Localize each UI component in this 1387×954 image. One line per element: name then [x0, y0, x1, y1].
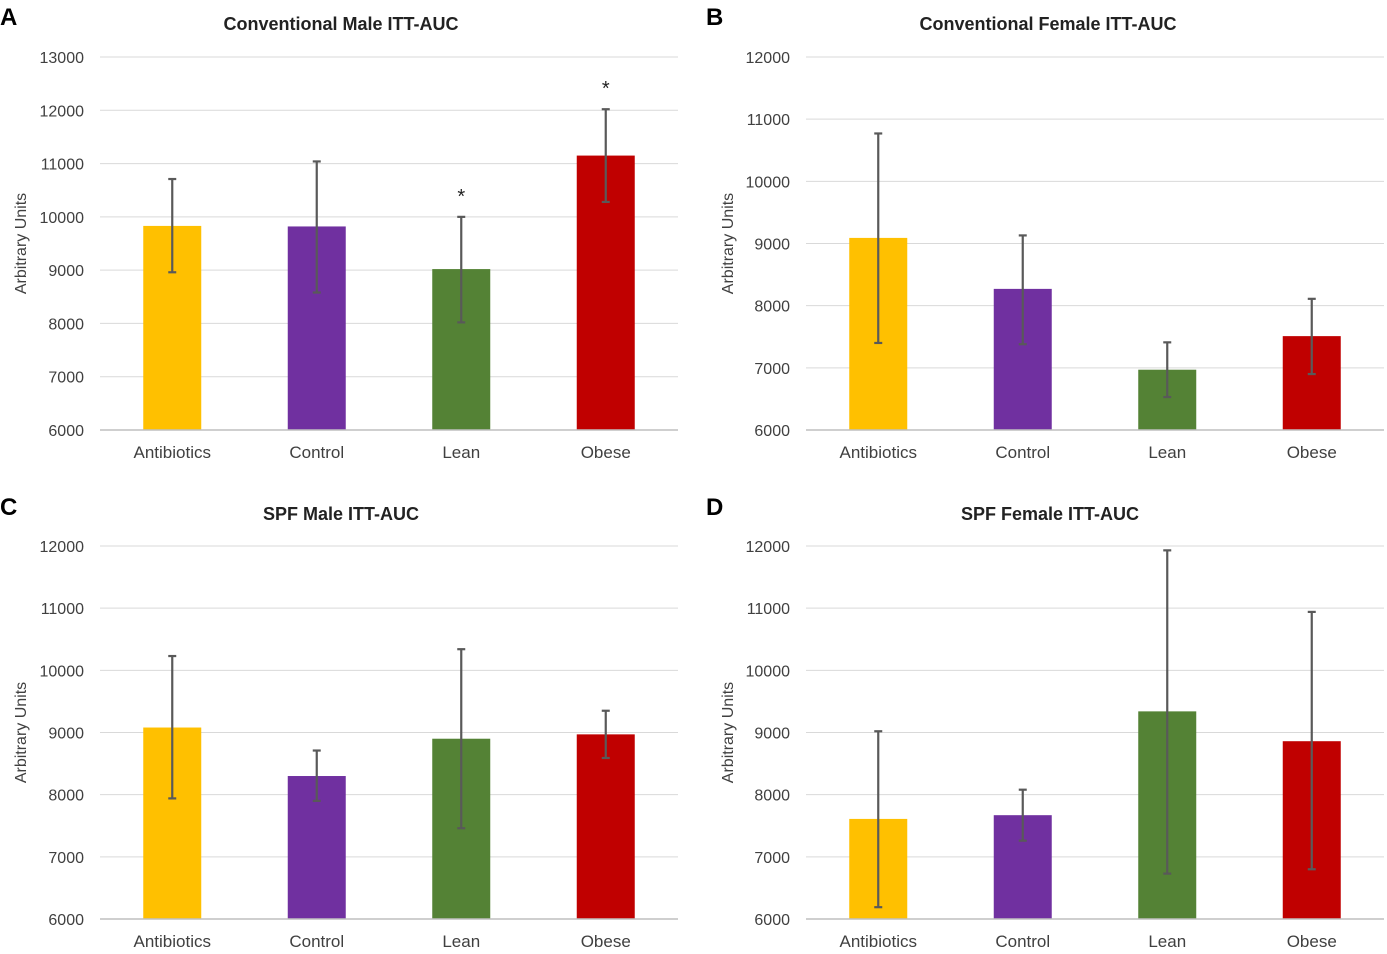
panel-c-title: SPF Male ITT-AUC	[263, 504, 419, 524]
panel-d-y-tick-label: 11000	[747, 601, 790, 618]
panel-d-letter: D	[706, 494, 723, 521]
panel-a-y-tick-label: 12000	[40, 103, 85, 120]
panel-b-category-label-control: Control	[995, 443, 1050, 462]
panel-b-title: Conventional Female ITT-AUC	[919, 14, 1176, 34]
panel-c-y-tick-label: 8000	[48, 788, 84, 805]
panel-c-y-tick-label: 11000	[41, 601, 84, 618]
panel-a-category-label-obese: Obese	[581, 443, 631, 462]
panel-c-category-label-control: Control	[289, 932, 344, 951]
panel-d-y-tick-label: 12000	[746, 539, 791, 556]
panel-c-y-tick-label: 6000	[48, 912, 84, 929]
panel-a-title: Conventional Male ITT-AUC	[223, 14, 458, 34]
panel-d-y-tick-label: 10000	[746, 663, 791, 680]
panel-c-y-tick-label: 10000	[40, 663, 85, 680]
panel-d-category-label-control: Control	[995, 932, 1050, 951]
panel-a-letter: A	[0, 4, 17, 31]
panel-b-y-tick-label: 7000	[754, 361, 790, 378]
panel-b-category-label-antibiotics: Antibiotics	[840, 443, 917, 462]
panel-a-category-label-lean: Lean	[442, 443, 480, 462]
panel-a-y-tick-label: 13000	[40, 50, 85, 67]
panel-a-category-label-control: Control	[289, 443, 344, 462]
panel-a-y-tick-label: 8000	[48, 316, 84, 333]
panel-a-y-tick-label: 7000	[48, 370, 84, 387]
panel-a-y-axis-title: Arbitrary Units	[13, 193, 30, 294]
panel-b-y-tick-label: 8000	[754, 299, 790, 316]
panel-a-y-tick-label: 9000	[48, 263, 84, 280]
panel-a-significance-lean: *	[457, 186, 465, 208]
panel-d-y-axis-title: Arbitrary Units	[720, 682, 737, 783]
panel-c-category-label-lean: Lean	[442, 932, 480, 951]
panel-d-category-label-antibiotics: Antibiotics	[840, 932, 917, 951]
panel-b-y-tick-label: 11000	[747, 112, 790, 129]
panel-d-category-label-lean: Lean	[1148, 932, 1186, 951]
panel-a-y-tick-label: 6000	[48, 423, 84, 440]
panel-d-y-tick-label: 6000	[754, 912, 790, 929]
panel-c-letter: C	[0, 494, 17, 521]
panel-c-category-label-obese: Obese	[581, 932, 631, 951]
panel-d-category-label-obese: Obese	[1287, 932, 1337, 951]
panel-a-category-label-antibiotics: Antibiotics	[134, 443, 211, 462]
panel-c-y-tick-label: 7000	[48, 850, 84, 867]
panel-b-letter: B	[706, 4, 723, 31]
panel-a-y-tick-label: 11000	[41, 157, 84, 174]
panel-c-category-label-antibiotics: Antibiotics	[134, 932, 211, 951]
panel-b-y-tick-label: 10000	[746, 174, 791, 191]
panel-c-y-tick-label: 12000	[40, 539, 85, 556]
panel-d-y-tick-label: 7000	[754, 850, 790, 867]
panel-b-y-tick-label: 12000	[746, 50, 791, 67]
panel-a-significance-obese: *	[602, 78, 610, 100]
panel-d-y-tick-label: 9000	[754, 726, 790, 743]
panel-d-y-tick-label: 8000	[754, 788, 790, 805]
panel-b-y-tick-label: 9000	[754, 237, 790, 254]
panel-b-y-tick-label: 6000	[754, 423, 790, 440]
panel-c-y-tick-label: 9000	[48, 726, 84, 743]
panel-b-y-axis-title: Arbitrary Units	[720, 193, 737, 294]
panel-b-category-label-lean: Lean	[1148, 443, 1186, 462]
panel-c-y-axis-title: Arbitrary Units	[13, 682, 30, 783]
panel-c-bar-obese	[576, 734, 635, 919]
panel-b-category-label-obese: Obese	[1287, 443, 1337, 462]
panel-a-y-tick-label: 10000	[40, 210, 85, 227]
panel-d-title: SPF Female ITT-AUC	[961, 504, 1139, 524]
